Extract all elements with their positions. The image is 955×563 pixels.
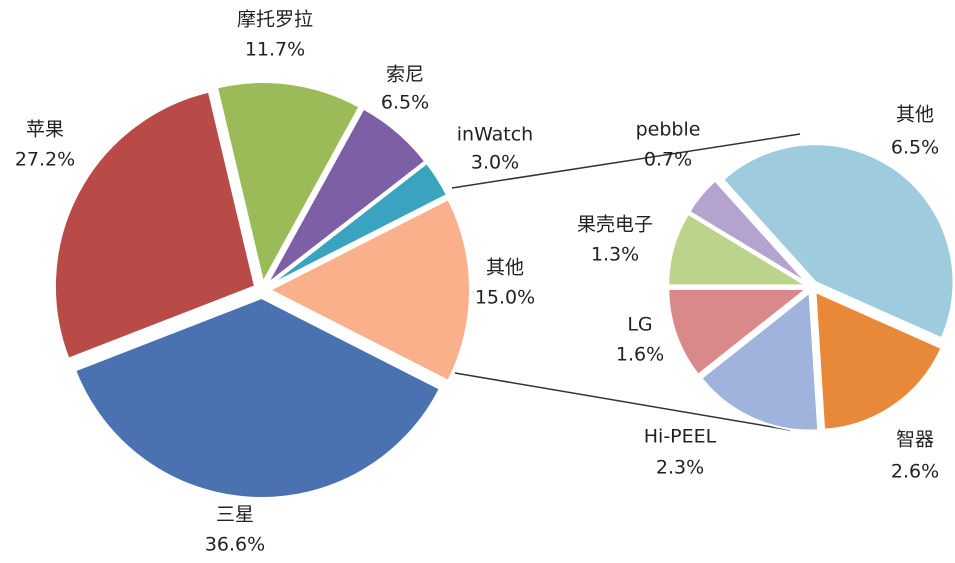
value-label: 2.6%	[891, 461, 939, 483]
pie-slice	[53, 90, 257, 361]
slice-label: 智器	[896, 429, 934, 451]
slice-label: pebble	[636, 119, 701, 141]
slice-label: 其他	[486, 257, 524, 279]
value-label: 36.6%	[205, 534, 265, 556]
value-label: 0.7%	[644, 149, 692, 171]
value-label: 27.2%	[15, 149, 75, 171]
slice-label: 果壳电子	[577, 214, 653, 236]
pie-slice	[667, 212, 810, 287]
pie-slice	[267, 197, 471, 383]
pie-slice	[814, 290, 943, 431]
value-label: 11.7%	[245, 39, 305, 61]
slice-label: 摩托罗拉	[237, 9, 313, 31]
slice-label: Hi-PEEL	[644, 426, 717, 448]
slice-label: 索尼	[386, 64, 424, 86]
value-label: 15.0%	[475, 287, 535, 309]
pie-slice	[268, 161, 449, 287]
pie-slice	[215, 81, 361, 285]
value-label: 6.5%	[381, 92, 429, 114]
pie-slice	[667, 287, 810, 377]
slice-label: 其他	[896, 104, 934, 126]
pie-slice	[73, 296, 442, 499]
slice-label: LG	[627, 314, 652, 336]
slice-label: 苹果	[26, 119, 64, 141]
pie-slice	[721, 143, 955, 340]
connector-line	[451, 133, 801, 189]
pie-slice	[266, 107, 427, 285]
slice-label: inWatch	[457, 124, 533, 146]
value-label: 2.3%	[656, 457, 704, 479]
slice-label: 三星	[216, 504, 254, 526]
connector-line	[454, 372, 791, 431]
pie-slice	[687, 179, 809, 285]
value-label: 1.3%	[591, 244, 639, 266]
pie-slice	[700, 290, 820, 432]
value-label: 6.5%	[891, 137, 939, 159]
value-label: 1.6%	[616, 344, 664, 366]
value-label: 3.0%	[471, 152, 519, 174]
